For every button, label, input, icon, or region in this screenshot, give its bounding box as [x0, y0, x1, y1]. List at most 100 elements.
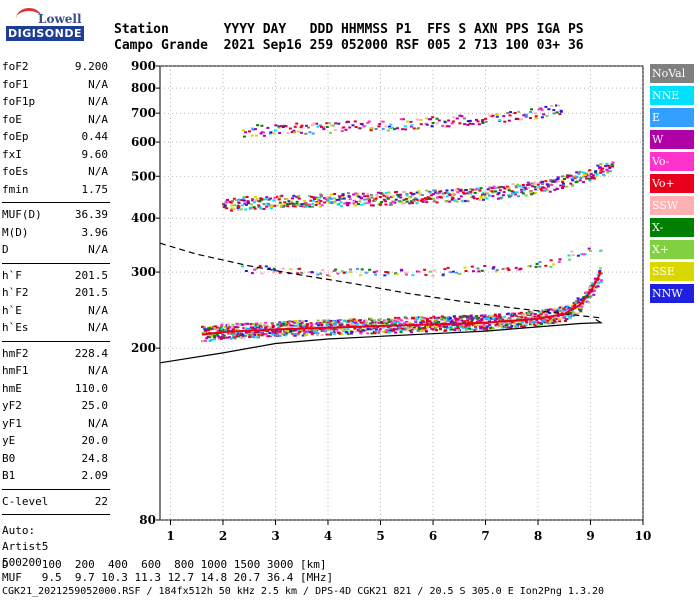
echo-mark — [284, 125, 288, 128]
param-label: h`E — [2, 303, 22, 317]
echo-mark — [243, 202, 247, 205]
echo-mark — [398, 194, 402, 196]
echo-mark — [320, 195, 323, 198]
echo-mark — [239, 208, 243, 211]
echo-mark — [336, 203, 340, 206]
echo-mark — [399, 322, 403, 325]
echo-mark — [300, 271, 304, 274]
echo-mark — [340, 197, 344, 200]
echo-mark — [324, 197, 328, 200]
echo-mark — [255, 267, 259, 270]
echo-mark — [328, 323, 332, 326]
echo-mark — [551, 180, 555, 183]
echo-mark — [337, 321, 341, 324]
echo-mark — [444, 200, 448, 203]
echo-mark — [509, 326, 513, 329]
param-value: 110.0 — [74, 381, 108, 395]
echo-mark — [358, 200, 362, 203]
echo-mark — [409, 191, 413, 194]
y-tick-label: 80 — [139, 513, 156, 527]
echo-mark — [202, 326, 206, 329]
echo-mark — [252, 323, 256, 325]
echo-mark — [474, 327, 478, 330]
echo-mark — [306, 205, 310, 208]
echo-mark — [489, 189, 492, 192]
echo-mark — [242, 196, 246, 199]
echo-mark — [352, 323, 356, 326]
echo-mark — [417, 326, 421, 329]
echo-mark — [236, 326, 240, 328]
echo-mark — [571, 179, 575, 182]
echo-mark — [220, 327, 224, 330]
echo-mark — [450, 122, 454, 125]
echo-mark — [533, 315, 537, 318]
echo-mark — [431, 274, 435, 277]
echo-mark — [476, 197, 479, 200]
echo-mark — [216, 330, 220, 333]
echo-mark — [565, 308, 569, 311]
echo-mark — [363, 195, 367, 198]
echo-mark — [286, 205, 290, 208]
echo-mark — [338, 319, 342, 321]
f2-fit-line — [201, 271, 602, 336]
param-label: C-level — [2, 494, 49, 508]
echo-mark — [386, 272, 390, 275]
echo-mark — [498, 314, 502, 317]
echo-mark — [442, 316, 446, 319]
echo-mark — [483, 195, 487, 198]
echo-mark — [389, 328, 392, 331]
echo-mark — [441, 124, 445, 127]
echo-mark — [336, 319, 340, 322]
echo-mark — [330, 328, 334, 331]
echo-mark — [551, 309, 555, 312]
echo-mark — [366, 328, 370, 330]
echo-mark — [272, 132, 276, 135]
echo-mark — [590, 177, 594, 180]
echo-mark — [557, 180, 561, 183]
echo-mark — [556, 308, 560, 311]
echo-mark — [244, 323, 247, 326]
echo-mark — [446, 192, 450, 194]
echo-mark — [591, 174, 595, 177]
echo-mark — [464, 325, 468, 328]
legend-item: E — [650, 108, 694, 127]
echo-mark — [465, 324, 469, 326]
echo-mark — [486, 188, 490, 191]
echo-mark — [204, 339, 207, 342]
echo-mark — [513, 312, 516, 315]
echo-mark — [307, 203, 311, 206]
echo-mark — [608, 170, 612, 173]
echo-mark — [474, 188, 478, 191]
echo-mark — [429, 194, 433, 197]
echo-mark — [314, 204, 318, 206]
echo-mark — [278, 132, 282, 134]
echo-mark — [278, 332, 282, 335]
echo-mark — [419, 316, 423, 319]
echo-mark — [318, 328, 322, 331]
echo-mark — [342, 271, 346, 274]
echo-mark — [581, 171, 585, 174]
echo-mark — [399, 196, 403, 199]
echo-mark — [505, 323, 509, 326]
echo-mark — [501, 268, 505, 270]
echo-mark — [570, 250, 574, 253]
echo-mark — [584, 292, 587, 294]
param-value: N/A — [88, 416, 108, 430]
echo-mark — [470, 265, 474, 268]
echo-mark — [437, 316, 441, 319]
param-row: M(D) 3.96 — [2, 226, 108, 241]
echo-mark — [378, 123, 382, 126]
echo-mark — [268, 132, 272, 135]
echo-mark — [464, 327, 468, 330]
echo-mark — [271, 330, 275, 333]
echo-mark — [514, 314, 518, 317]
echo-mark — [456, 318, 460, 321]
echo-mark — [529, 315, 533, 318]
echo-mark — [502, 115, 506, 118]
echo-mark — [271, 326, 275, 329]
echo-mark — [242, 197, 246, 200]
echo-mark — [389, 202, 393, 204]
echo-mark — [548, 317, 552, 320]
echo-mark — [434, 191, 438, 194]
param-value: N/A — [88, 243, 108, 256]
